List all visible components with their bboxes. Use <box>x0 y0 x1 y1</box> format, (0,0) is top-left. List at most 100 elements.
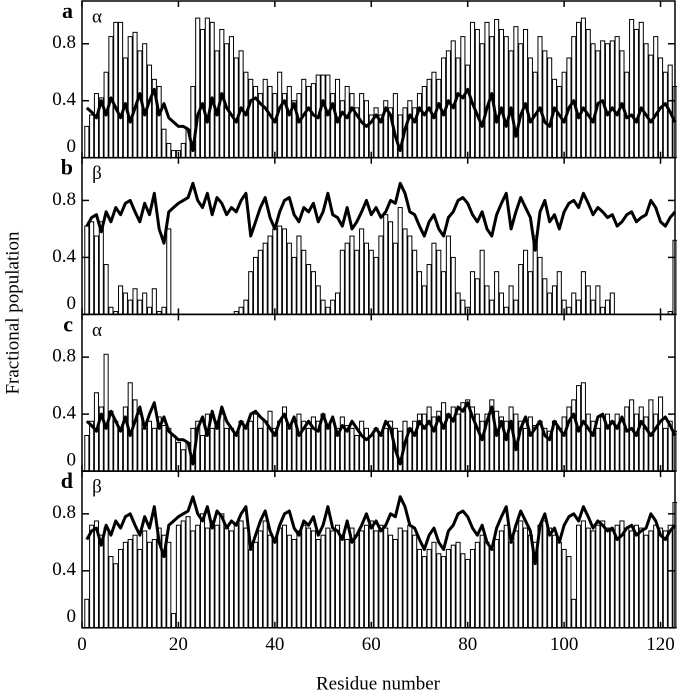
bar <box>653 36 659 159</box>
bar <box>576 524 582 629</box>
bar <box>392 242 398 315</box>
bar <box>272 538 278 629</box>
bar <box>238 306 244 315</box>
bar <box>662 530 668 629</box>
bar <box>132 399 138 472</box>
bar <box>199 513 206 629</box>
bar <box>629 19 635 159</box>
bar <box>98 534 104 629</box>
annotation: β <box>92 163 102 184</box>
bar <box>421 556 427 629</box>
bar <box>354 534 360 629</box>
bar <box>402 228 408 315</box>
bar <box>359 228 365 315</box>
x-tick-label: 20 <box>169 634 188 655</box>
bar <box>291 256 297 315</box>
bar <box>368 520 374 629</box>
bar <box>190 530 196 629</box>
bar <box>359 93 365 159</box>
bar <box>571 36 577 159</box>
bar <box>151 427 157 472</box>
y-tick-label: 0 <box>67 606 77 627</box>
bar <box>132 288 138 315</box>
bar <box>248 78 254 159</box>
bar <box>547 527 553 629</box>
bar <box>224 527 230 629</box>
bar <box>662 427 668 472</box>
bar <box>402 530 408 629</box>
bar <box>209 520 215 629</box>
bar <box>378 235 384 315</box>
bar <box>378 524 384 629</box>
bar <box>161 128 167 159</box>
bar <box>267 85 273 159</box>
bar <box>310 83 316 159</box>
y-tick-label: 0.4 <box>52 89 76 110</box>
bar <box>590 43 596 159</box>
bar <box>349 427 355 472</box>
bar <box>306 527 312 629</box>
bar <box>412 534 418 629</box>
bar <box>556 427 562 472</box>
bar <box>426 406 432 472</box>
bar <box>609 530 615 629</box>
bar <box>238 50 244 159</box>
line <box>85 401 677 466</box>
bar <box>277 527 283 629</box>
bar <box>556 541 562 629</box>
bar <box>267 534 273 629</box>
bar <box>228 427 235 472</box>
bar <box>595 524 601 629</box>
bar <box>108 556 114 629</box>
bar <box>363 100 369 159</box>
bar <box>204 527 210 629</box>
bar <box>633 413 639 472</box>
bar <box>561 416 567 472</box>
bar <box>397 207 403 315</box>
bar <box>354 434 360 472</box>
x-tick-label: 0 <box>77 634 87 655</box>
bar <box>657 527 664 629</box>
bar <box>137 548 143 629</box>
bar <box>243 427 249 472</box>
bar <box>228 36 235 159</box>
bar <box>301 524 307 629</box>
bar <box>296 93 302 159</box>
bar <box>566 556 572 629</box>
bar <box>503 524 509 629</box>
bar <box>407 235 413 315</box>
bar <box>416 271 423 315</box>
bar <box>118 285 124 315</box>
bar <box>653 524 659 629</box>
bar <box>291 538 297 629</box>
bar <box>310 271 316 315</box>
bar <box>498 28 504 159</box>
bar <box>248 271 254 315</box>
bar <box>373 256 379 315</box>
bar <box>513 299 519 315</box>
bar <box>344 85 350 159</box>
bar <box>349 235 355 315</box>
bar <box>301 249 307 315</box>
bar <box>388 221 394 315</box>
bar <box>542 50 548 159</box>
bar <box>339 534 345 629</box>
bar <box>89 524 95 629</box>
bar <box>508 406 514 472</box>
bar <box>585 413 591 472</box>
bar <box>166 541 172 629</box>
bar <box>662 71 668 159</box>
x-tick-label: 80 <box>458 634 477 655</box>
bar <box>667 524 673 629</box>
bar <box>426 548 432 629</box>
line <box>85 495 677 566</box>
bar <box>436 249 442 315</box>
bar <box>330 299 336 315</box>
bar <box>84 225 90 315</box>
bar <box>441 402 447 472</box>
bar <box>199 434 206 472</box>
x-tick-label: 60 <box>362 634 381 655</box>
bar <box>171 434 177 472</box>
bar <box>494 271 500 315</box>
